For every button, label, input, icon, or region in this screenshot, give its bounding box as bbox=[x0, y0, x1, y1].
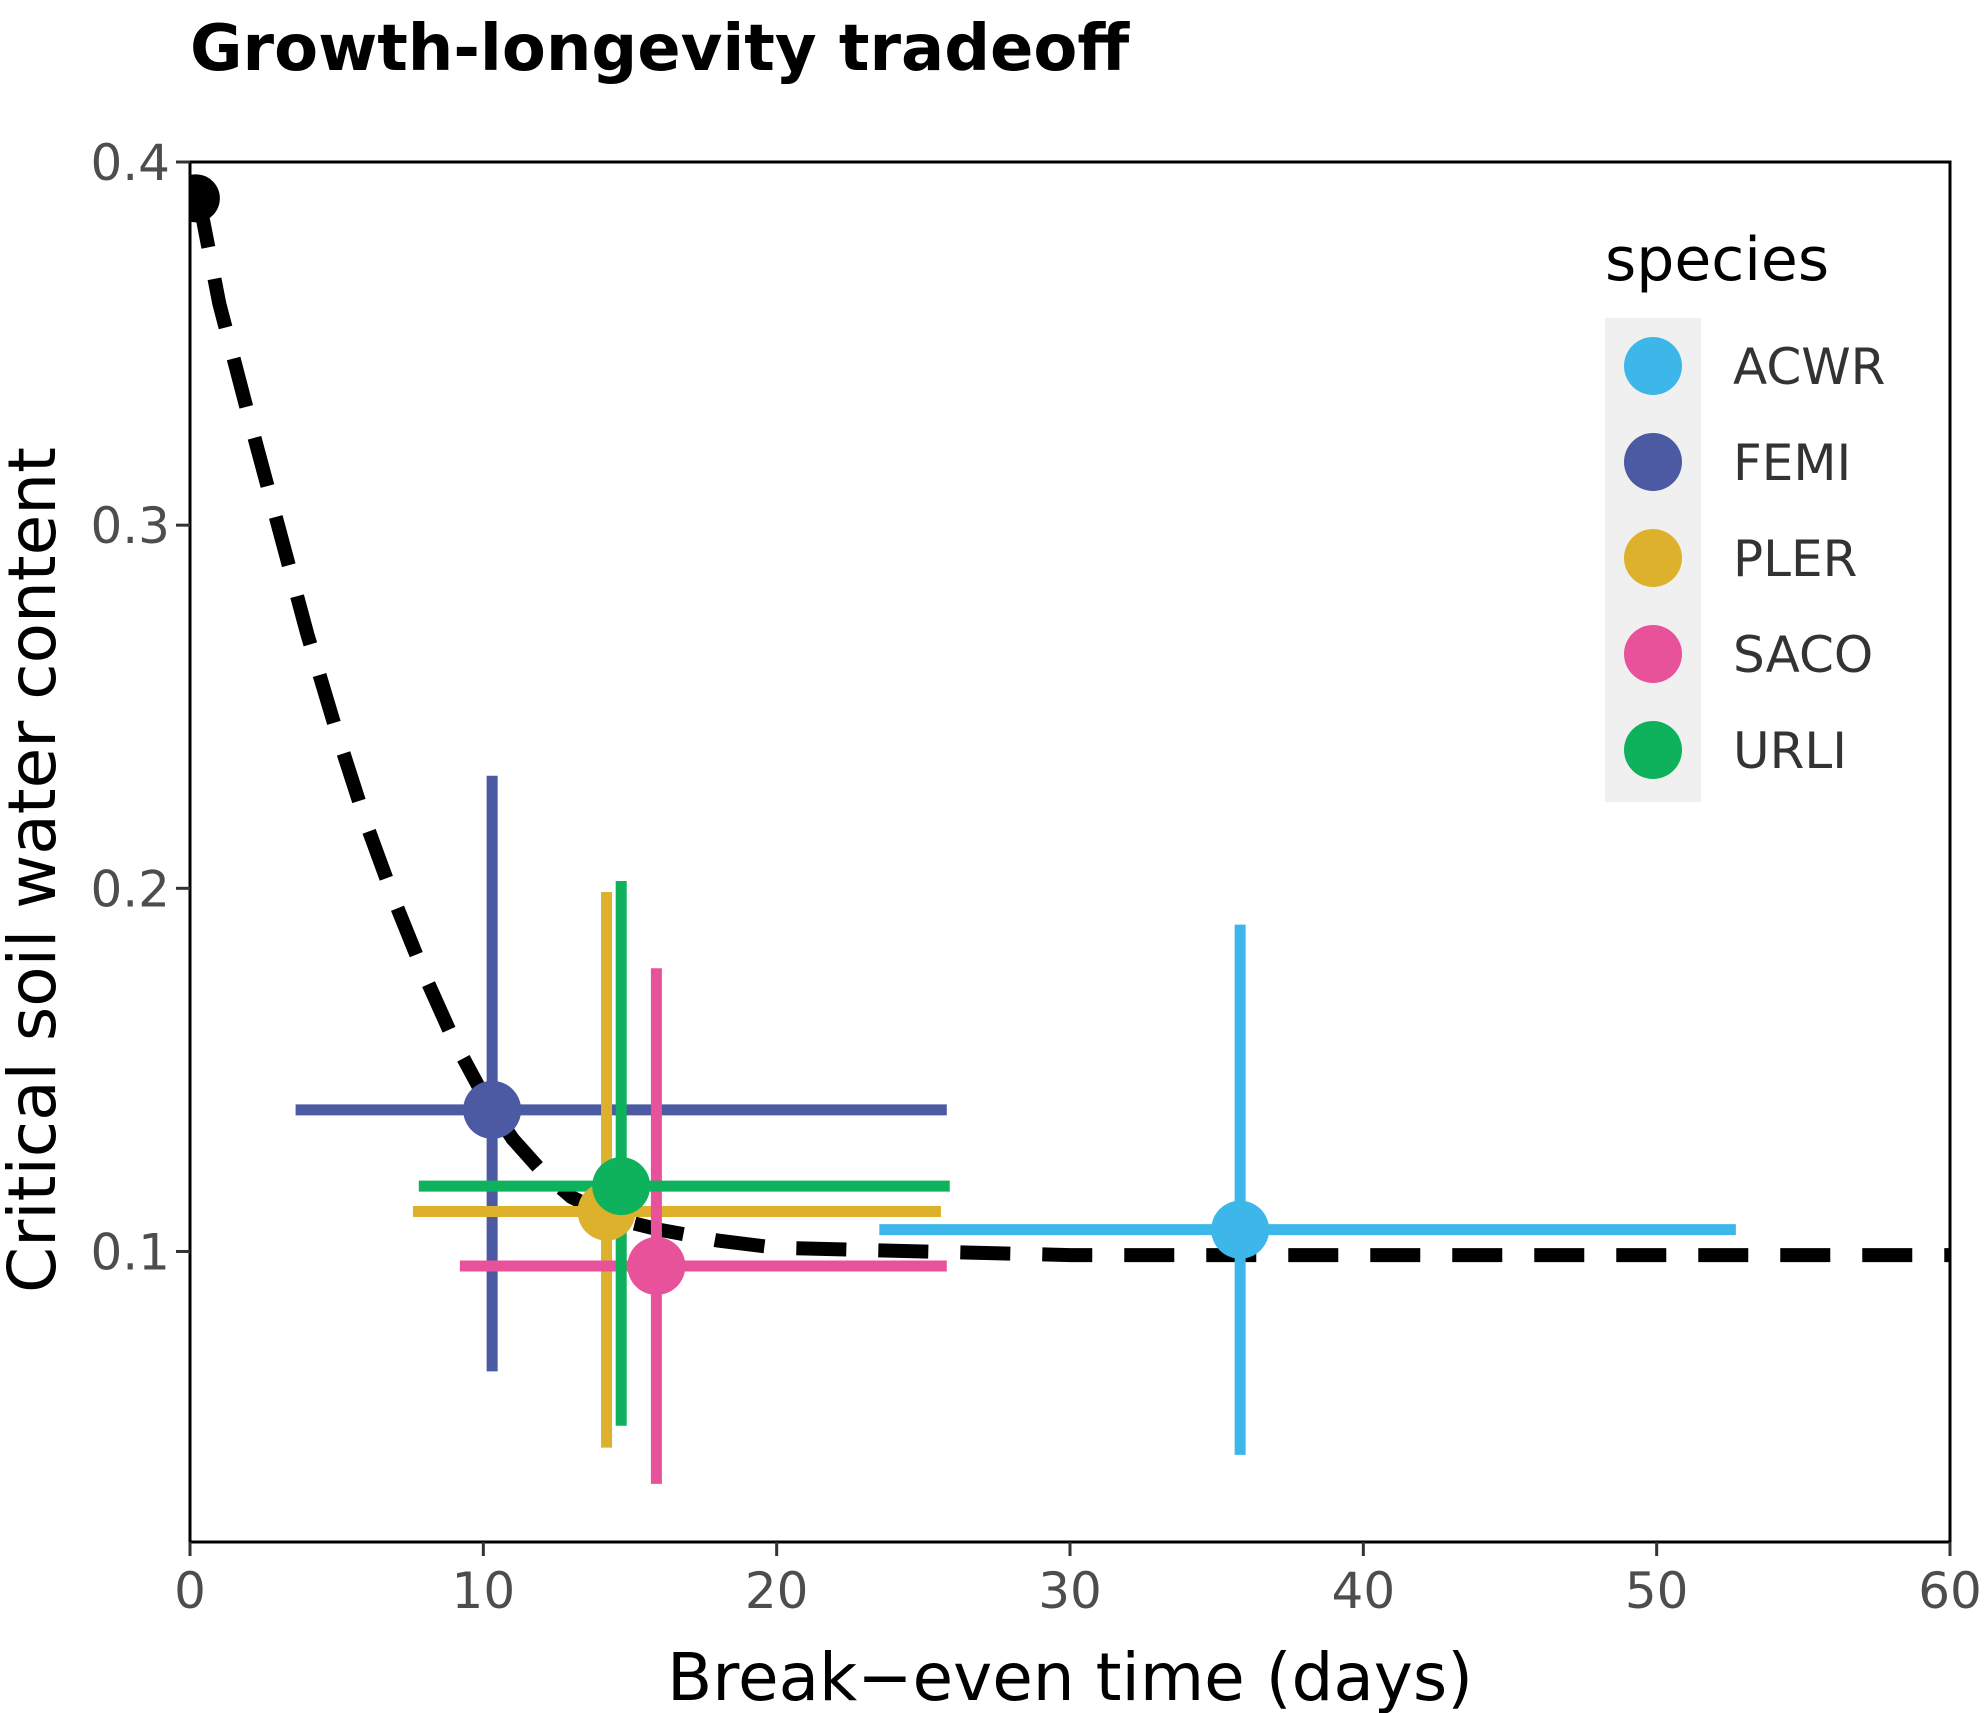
x-tick-label: 50 bbox=[1625, 1562, 1689, 1620]
y-tick-label: 0.2 bbox=[90, 860, 170, 918]
legend-label-saco: SACO bbox=[1733, 626, 1873, 684]
legend-title: species bbox=[1605, 225, 1829, 295]
legend-label-pler: PLER bbox=[1733, 530, 1857, 588]
x-tick-label: 60 bbox=[1918, 1562, 1982, 1620]
legend-key-acwr bbox=[1624, 337, 1682, 395]
x-tick-label: 30 bbox=[1038, 1562, 1102, 1620]
point-saco bbox=[627, 1237, 686, 1295]
fit-curve-start-point bbox=[190, 174, 220, 223]
x-tick-label: 40 bbox=[1332, 1562, 1396, 1620]
legend-label-femi: FEMI bbox=[1733, 434, 1851, 492]
x-axis-title: Break−even time (days) bbox=[667, 1639, 1473, 1713]
chart-title: Growth-longevity tradeoff bbox=[190, 12, 1130, 86]
fit-curve bbox=[191, 196, 1950, 1263]
legend-key-femi bbox=[1624, 433, 1682, 491]
legend-label-acwr: ACWR bbox=[1733, 338, 1885, 396]
plot-content bbox=[190, 174, 1950, 1484]
legend-key-pler bbox=[1624, 529, 1682, 587]
x-axis: 0 10 20 30 40 50 60 bbox=[174, 1542, 1982, 1620]
y-axis-title: Critical soil water content bbox=[0, 447, 71, 1293]
legend-key-urli bbox=[1624, 721, 1682, 779]
legend-key-saco bbox=[1624, 625, 1682, 683]
x-tick-label: 20 bbox=[745, 1562, 809, 1620]
y-tick-label: 0.1 bbox=[90, 1223, 170, 1281]
y-axis: 0.1 0.2 0.3 0.4 bbox=[90, 134, 190, 1281]
point-urli bbox=[592, 1157, 651, 1216]
point-femi bbox=[463, 1080, 522, 1139]
point-acwr bbox=[1211, 1200, 1270, 1259]
x-tick-label: 10 bbox=[452, 1562, 516, 1620]
y-tick-label: 0.4 bbox=[90, 134, 170, 192]
y-tick-label: 0.3 bbox=[90, 497, 170, 555]
x-tick-label: 0 bbox=[174, 1562, 206, 1620]
legend: species ACWR FEMI PLER SACO URLI bbox=[1605, 225, 1885, 802]
legend-label-urli: URLI bbox=[1733, 722, 1847, 780]
